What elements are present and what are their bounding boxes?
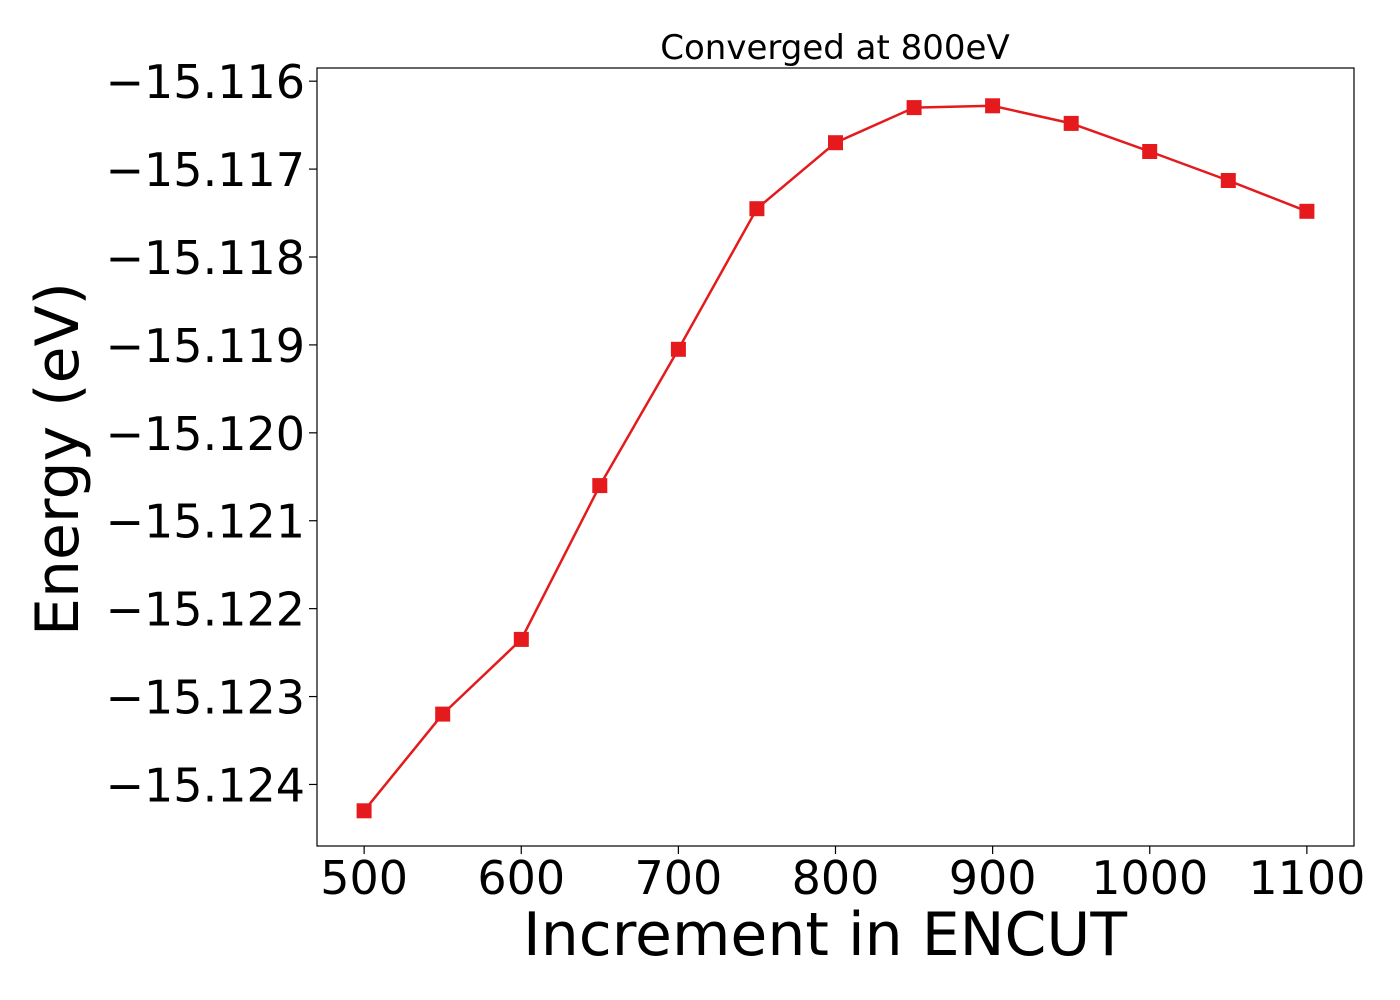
data-point bbox=[513, 631, 529, 647]
data-point bbox=[1142, 144, 1158, 159]
y-tick-label: −15.119 bbox=[106, 319, 306, 373]
y-tick-label: −15.118 bbox=[106, 231, 306, 285]
data-point bbox=[592, 478, 608, 494]
series-layer bbox=[356, 98, 1315, 819]
x-axis-ticks: 500 600 700 800 900 1000 1100 bbox=[320, 846, 1365, 905]
data-point bbox=[906, 100, 922, 116]
y-axis-title: Energy (eV) bbox=[23, 282, 93, 636]
x-tick-label: 1000 bbox=[1091, 851, 1208, 905]
y-tick-label: −15.124 bbox=[106, 758, 306, 812]
series-line bbox=[363, 104, 1308, 812]
data-point bbox=[670, 341, 686, 357]
x-tick-label: 500 bbox=[320, 851, 408, 905]
x-tick-label: 700 bbox=[634, 851, 722, 905]
plot-frame bbox=[316, 67, 1355, 847]
data-point bbox=[435, 706, 451, 722]
data-point bbox=[985, 98, 1001, 114]
y-tick-label: −15.121 bbox=[106, 495, 306, 549]
y-tick-label: −15.120 bbox=[106, 407, 306, 461]
y-tick-label: −15.123 bbox=[106, 671, 306, 725]
x-tick-label: 600 bbox=[477, 851, 565, 905]
y-tick-label: −15.117 bbox=[106, 143, 306, 197]
data-point bbox=[356, 803, 372, 819]
y-tick-label: −15.122 bbox=[106, 583, 306, 637]
data-point bbox=[1299, 203, 1315, 219]
y-tick-label: −15.116 bbox=[106, 55, 306, 109]
y-axis-ticks: −15.124 −15.123 −15.122 −15.121 −15.120 −15.1… bbox=[106, 55, 317, 812]
x-tick-label: 800 bbox=[792, 851, 880, 905]
data-point bbox=[749, 201, 765, 217]
x-tick-label: 900 bbox=[949, 851, 1037, 905]
data-point bbox=[1063, 115, 1079, 131]
data-point bbox=[828, 135, 843, 151]
x-axis-title: Increment in ENCUT bbox=[523, 900, 1127, 970]
x-tick-label: 1100 bbox=[1248, 851, 1365, 905]
chart-title: Converged at 800eV bbox=[660, 28, 1009, 68]
data-point bbox=[1220, 173, 1236, 188]
